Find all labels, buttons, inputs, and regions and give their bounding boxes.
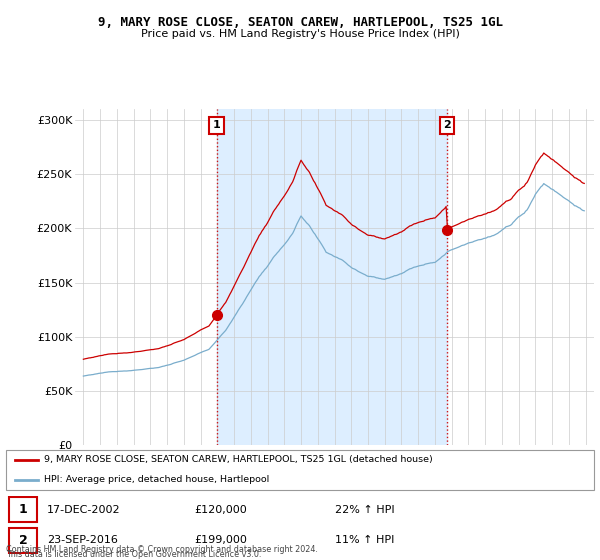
- Text: 11% ↑ HPI: 11% ↑ HPI: [335, 535, 395, 545]
- FancyBboxPatch shape: [9, 497, 37, 522]
- Text: £120,000: £120,000: [194, 505, 247, 515]
- Text: Price paid vs. HM Land Registry's House Price Index (HPI): Price paid vs. HM Land Registry's House …: [140, 29, 460, 39]
- Bar: [217, 109, 447, 445]
- Text: 22% ↑ HPI: 22% ↑ HPI: [335, 505, 395, 515]
- Text: Contains HM Land Registry data © Crown copyright and database right 2024.: Contains HM Land Registry data © Crown c…: [6, 545, 318, 554]
- Text: £199,000: £199,000: [194, 535, 247, 545]
- FancyBboxPatch shape: [6, 450, 594, 490]
- Text: 2: 2: [443, 120, 451, 130]
- Text: 1: 1: [213, 120, 221, 130]
- Text: This data is licensed under the Open Government Licence v3.0.: This data is licensed under the Open Gov…: [6, 550, 262, 559]
- Text: HPI: Average price, detached house, Hartlepool: HPI: Average price, detached house, Hart…: [44, 475, 269, 484]
- Text: 23-SEP-2016: 23-SEP-2016: [47, 535, 118, 545]
- Text: 2: 2: [19, 534, 28, 547]
- FancyBboxPatch shape: [9, 528, 37, 553]
- Text: 17-DEC-2002: 17-DEC-2002: [47, 505, 121, 515]
- Text: 9, MARY ROSE CLOSE, SEATON CAREW, HARTLEPOOL, TS25 1GL: 9, MARY ROSE CLOSE, SEATON CAREW, HARTLE…: [97, 16, 503, 29]
- Text: 1: 1: [19, 503, 28, 516]
- Text: 9, MARY ROSE CLOSE, SEATON CAREW, HARTLEPOOL, TS25 1GL (detached house): 9, MARY ROSE CLOSE, SEATON CAREW, HARTLE…: [44, 455, 433, 464]
